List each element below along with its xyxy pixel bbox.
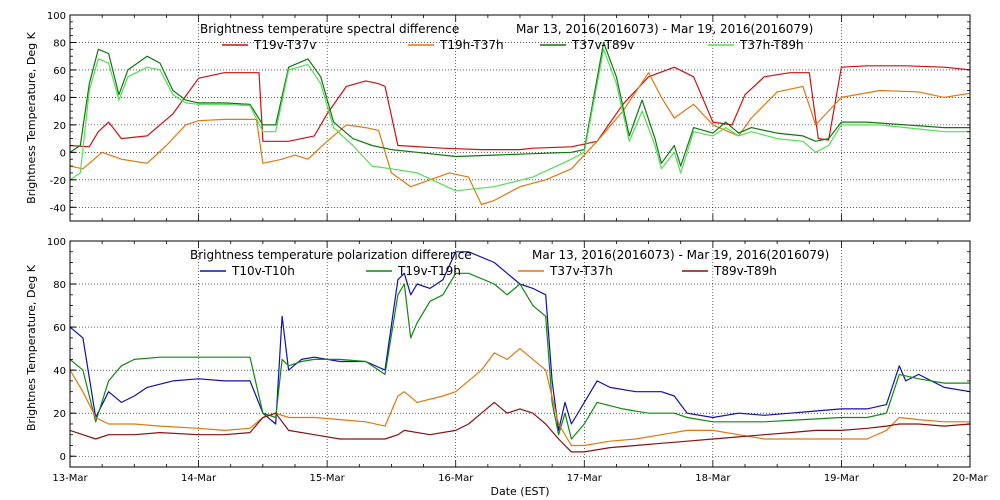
y-tick-label: 0 (60, 452, 66, 463)
legend-label: T37v-T37h (549, 264, 613, 278)
y-tick-label: 100 (47, 237, 66, 248)
x-tick-label: 13-Mar (52, 473, 88, 484)
y-tick-label: 20 (53, 409, 66, 420)
polarization-difference-legend: T10v-T10h T19v-T19h T37v-T37h T89v-T89h (200, 264, 777, 278)
series-line-t19v-t37v (69, 65, 971, 151)
spectral-difference-series (69, 41, 971, 206)
y-tick-label: 100 (47, 11, 66, 22)
series-line-t19v-t19h (69, 272, 970, 440)
y-tick-label: 40 (53, 366, 66, 377)
spectral-difference-y-ticks: -40 -20 0 20 40 60 80 100 (47, 11, 971, 222)
series-line-t89v-t89h (69, 401, 971, 453)
y-tick-label: 80 (53, 38, 66, 49)
polarization-difference-date-range: Mar 13, 2016(2016073) - Mar 19, 2016(201… (532, 248, 829, 262)
series-line-t37v-t37h (69, 348, 970, 447)
x-tick-label: 19-Mar (824, 473, 860, 484)
series-line-t37v-t89v (69, 41, 970, 167)
spectral-difference-y-axis-title: Brightness Temperature, Deg K (25, 31, 38, 203)
legend-label: T19h-T37h (439, 38, 504, 52)
legend-label: T10v-T10h (231, 264, 295, 278)
series-line-t37h-t89h (69, 48, 970, 192)
polarization-difference-y-ticks: 0 20 40 60 80 100 (47, 237, 971, 468)
y-tick-label: 0 (60, 148, 66, 159)
x-tick-label: 18-Mar (695, 473, 731, 484)
x-tick-label: 15-Mar (310, 473, 346, 484)
y-tick-label: 60 (53, 323, 66, 334)
y-tick-label: -20 (50, 176, 66, 187)
polarization-difference-grid (70, 240, 970, 467)
spectral-difference-legend: T19v-T37v T19h-T37h T37v-T89v T37h-T89h (222, 38, 804, 52)
y-tick-label: 60 (53, 66, 66, 77)
series-line-t19h-t37h (69, 72, 971, 206)
polarization-difference-panel: 0 20 40 60 80 100 13-Mar 14-Mar 15-Mar 16-Mar 17-… (25, 237, 988, 498)
legend-label: T19v-T37v (253, 38, 316, 52)
y-tick-label: 20 (53, 121, 66, 132)
x-axis-title: Date (EST) (490, 485, 549, 498)
x-tick-label: 20-Mar (952, 473, 988, 484)
x-tick-label: 17-Mar (567, 473, 603, 484)
x-tick-label: 14-Mar (181, 473, 217, 484)
spectral-difference-date-range: Mar 13, 2016(2016073) - Mar 19, 2016(201… (516, 22, 813, 36)
polarization-difference-title: Brightness temperature polarization diff… (190, 248, 472, 262)
polarization-difference-y-axis-title: Brightnes Temperature, Deg K (25, 264, 38, 431)
x-tick-label: 16-Mar (438, 473, 474, 484)
legend-label: T89v-T89h (713, 264, 777, 278)
y-tick-label: 80 (53, 280, 66, 291)
series-line-t10v-t10h (69, 251, 971, 431)
legend-label: T37v-T89v (571, 38, 634, 52)
spectral-difference-title: Brightness temperature spectral differen… (200, 22, 459, 36)
legend-label: T37h-T89h (739, 38, 804, 52)
spectral-difference-panel: -40 -20 0 20 40 60 80 100 Brightness temperatur… (25, 11, 971, 222)
legend-label: T19v-T19h (397, 264, 461, 278)
polarization-difference-series (69, 251, 971, 453)
polarization-difference-x-ticks: 13-Mar 14-Mar 15-Mar 16-Mar 17-Mar 18-Mar 19-M… (52, 473, 988, 484)
y-tick-label: 40 (53, 93, 66, 104)
y-tick-label: -40 (50, 203, 66, 214)
